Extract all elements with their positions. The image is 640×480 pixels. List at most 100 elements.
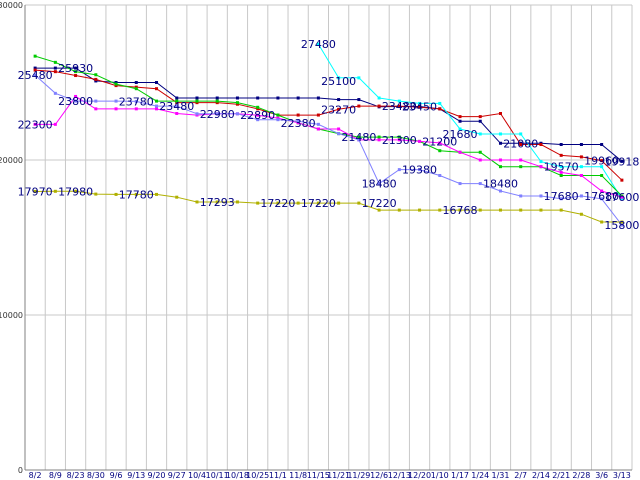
data-point [397, 138, 401, 142]
data-label: 17220 [362, 197, 397, 210]
data-point [337, 127, 341, 131]
data-label: 17220 [260, 197, 295, 210]
data-label: 22380 [281, 117, 316, 130]
data-label: 19960 [584, 155, 619, 168]
data-point [296, 113, 300, 117]
data-label: 17293 [200, 196, 235, 209]
data-point [256, 113, 260, 117]
data-point [256, 201, 260, 205]
data-point [33, 73, 37, 77]
data-point [620, 159, 624, 163]
x-tick-label: 11/15 [307, 471, 330, 480]
data-label: 19918 [604, 155, 639, 168]
data-point [33, 66, 37, 70]
data-label: 25100 [321, 75, 356, 88]
series-line-1 [35, 67, 623, 162]
data-point [337, 132, 341, 136]
data-point [458, 127, 462, 131]
x-tick-label: 1/17 [451, 471, 469, 480]
data-point [498, 165, 502, 169]
data-point [195, 112, 199, 116]
data-point [316, 122, 320, 126]
data-point [357, 98, 361, 102]
data-label: 23480 [382, 100, 417, 113]
data-point [74, 94, 78, 98]
data-point [539, 208, 543, 212]
data-point [215, 112, 219, 116]
data-label: 23270 [321, 103, 356, 116]
data-point [114, 84, 118, 88]
data-point [559, 170, 563, 174]
data-point [276, 113, 280, 117]
data-point [94, 79, 98, 83]
data-point [53, 189, 57, 193]
data-point [235, 101, 239, 105]
x-tick-label: 12/6 [370, 471, 388, 480]
data-point [559, 143, 563, 146]
data-point [316, 42, 320, 46]
data-point [134, 192, 138, 196]
data-point [316, 201, 320, 205]
y-tick-label: 30000 [0, 1, 23, 10]
data-point [316, 96, 320, 100]
data-point [316, 113, 320, 117]
x-axis-ticks: 8/2 8/9 8/23 8/30 9/6 9/13 9/20 9/27 10/4 10/1110… [29, 471, 631, 480]
data-point [600, 159, 604, 163]
data-point [357, 76, 361, 80]
data-label: 27480 [301, 38, 336, 51]
data-point [397, 168, 401, 172]
x-tick-label: 8/9 [49, 471, 62, 480]
data-label: 15800 [604, 219, 639, 232]
data-point [337, 98, 341, 102]
data-point [357, 104, 361, 108]
data-label: 23780 [119, 95, 154, 108]
data-point [620, 178, 624, 182]
x-tick-label: 8/30 [87, 471, 105, 480]
data-point [235, 200, 239, 204]
data-label: 21480 [341, 131, 376, 144]
data-label: 17220 [301, 197, 336, 210]
data-point [418, 168, 422, 172]
data-point [377, 135, 381, 139]
data-point [418, 105, 422, 109]
data-point [377, 96, 381, 100]
data-point [559, 165, 563, 169]
data-point [579, 212, 583, 216]
data-point [559, 197, 563, 201]
data-point [438, 149, 442, 153]
data-point [74, 189, 78, 193]
data-point [579, 155, 583, 159]
x-tick-label: 3/6 [595, 471, 608, 480]
data-point [458, 208, 462, 212]
data-point [600, 165, 604, 169]
data-point [195, 101, 199, 105]
x-tick-label: 11/29 [347, 471, 370, 480]
data-label: 17780 [119, 188, 154, 201]
data-label: 17680 [584, 190, 619, 203]
y-tick-label: 10000 [0, 311, 23, 320]
data-point [155, 87, 159, 91]
data-point [175, 96, 179, 100]
data-point [478, 208, 482, 212]
data-point [134, 81, 138, 84]
data-point [215, 101, 219, 105]
data-point [53, 91, 57, 95]
data-point [418, 139, 422, 143]
data-point [114, 192, 118, 196]
data-point [418, 208, 422, 212]
data-point [114, 99, 118, 103]
data-point [498, 141, 502, 145]
y-tick-label: 0 [18, 466, 23, 475]
data-point [276, 201, 280, 205]
x-tick-label: 10/18 [226, 471, 249, 480]
x-tick-label: 1/10 [431, 471, 449, 480]
x-tick-label: 2/14 [532, 471, 550, 480]
data-point [276, 116, 280, 120]
x-tick-label: 1/31 [491, 471, 509, 480]
data-point [175, 112, 179, 115]
data-point [256, 105, 260, 109]
data-point [519, 158, 523, 162]
data-point [478, 119, 482, 123]
data-point [74, 70, 78, 74]
x-tick-label: 9/20 [148, 471, 166, 480]
